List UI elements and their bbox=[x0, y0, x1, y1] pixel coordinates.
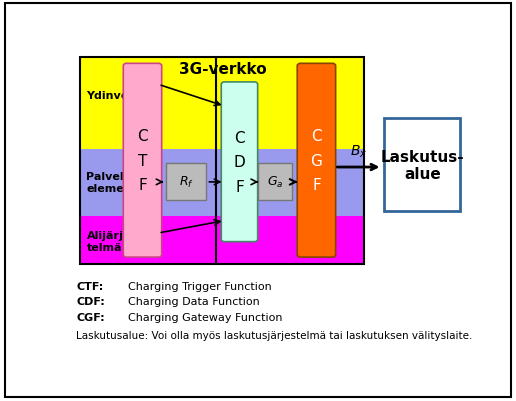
Text: Alijärjes-
telmä: Alijärjes- telmä bbox=[87, 230, 142, 252]
Bar bbox=[167, 164, 206, 201]
Text: Palvelu-
elementti: Palvelu- elementti bbox=[87, 172, 147, 193]
FancyBboxPatch shape bbox=[221, 83, 257, 242]
Text: CTF:: CTF: bbox=[76, 281, 104, 291]
Text: $B_x$: $B_x$ bbox=[350, 144, 367, 160]
Text: C
T
F: C T F bbox=[137, 129, 148, 193]
Text: Laskutus-
alue: Laskutus- alue bbox=[381, 149, 464, 182]
Text: 3G-verkko: 3G-verkko bbox=[179, 62, 266, 77]
Bar bbox=[80, 57, 364, 150]
FancyBboxPatch shape bbox=[123, 64, 162, 257]
FancyBboxPatch shape bbox=[297, 64, 335, 257]
Text: Charging Trigger Function: Charging Trigger Function bbox=[128, 281, 272, 291]
Text: C
D
F: C D F bbox=[234, 130, 245, 194]
Bar bbox=[80, 150, 364, 217]
Text: Charging Data Function: Charging Data Function bbox=[128, 297, 260, 307]
Bar bbox=[80, 217, 364, 264]
Text: Ydinverkko: Ydinverkko bbox=[87, 91, 156, 101]
Bar bbox=[259, 164, 293, 201]
Bar bbox=[80, 57, 364, 264]
Bar bbox=[384, 119, 460, 212]
Text: C
G
F: C G F bbox=[311, 129, 322, 193]
Text: Charging Gateway Function: Charging Gateway Function bbox=[128, 312, 283, 322]
Text: $R_f$: $R_f$ bbox=[179, 175, 194, 190]
Text: Laskutusalue: Voi olla myös laskutusjärjestelmä tai laskutuksen välityslaite.: Laskutusalue: Voi olla myös laskutusjärj… bbox=[76, 331, 473, 340]
Text: CGF:: CGF: bbox=[76, 312, 105, 322]
Text: CDF:: CDF: bbox=[76, 297, 105, 307]
Text: $G_a$: $G_a$ bbox=[267, 175, 284, 190]
